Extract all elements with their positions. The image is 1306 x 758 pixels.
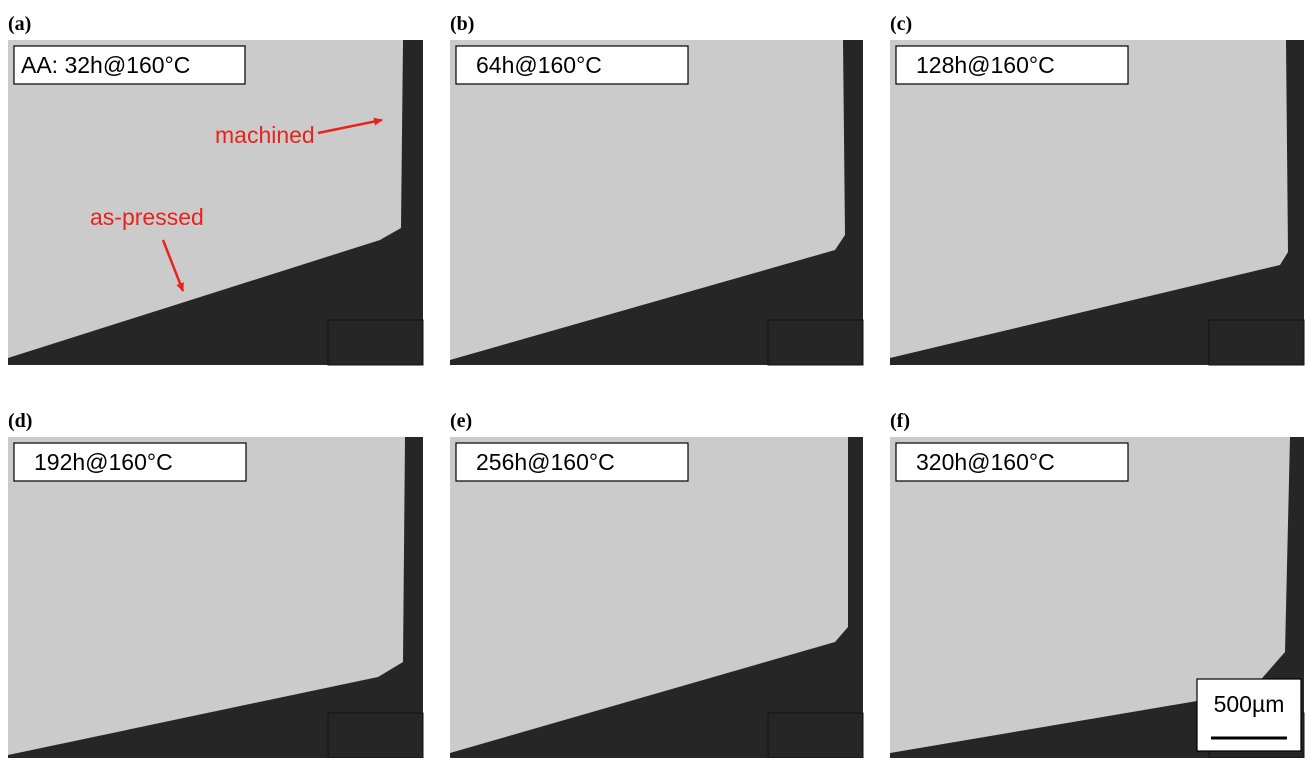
scale-bar-label: 500µm — [1214, 691, 1285, 717]
panel-label: (f) — [890, 410, 910, 432]
panel: (e)256h@160°C — [450, 410, 863, 758]
caption: 64h@160°C — [476, 52, 602, 78]
caption: AA: 32h@160°C — [21, 52, 190, 78]
panel-label: (a) — [8, 13, 31, 35]
caption: 192h@160°C — [34, 449, 173, 475]
annotation: machined — [215, 122, 315, 148]
caption: 128h@160°C — [916, 52, 1055, 78]
panel: (d)192h@160°C — [8, 410, 423, 758]
panel-label: (c) — [890, 13, 912, 35]
figure: (a)AA: 32h@160°C(b)64h@160°C(c)128h@160°… — [0, 0, 1306, 758]
panel-label: (b) — [450, 13, 474, 35]
panel: (b)64h@160°C — [450, 13, 863, 365]
panel-label: (e) — [450, 410, 472, 432]
panel: (c)128h@160°C — [890, 13, 1304, 365]
annotation: as-pressed — [90, 204, 204, 230]
caption: 256h@160°C — [476, 449, 615, 475]
panel: (a) AA: 32h@160°C — [8, 13, 423, 365]
panel-label: (d) — [8, 410, 32, 432]
caption: 320h@160°C — [916, 449, 1055, 475]
